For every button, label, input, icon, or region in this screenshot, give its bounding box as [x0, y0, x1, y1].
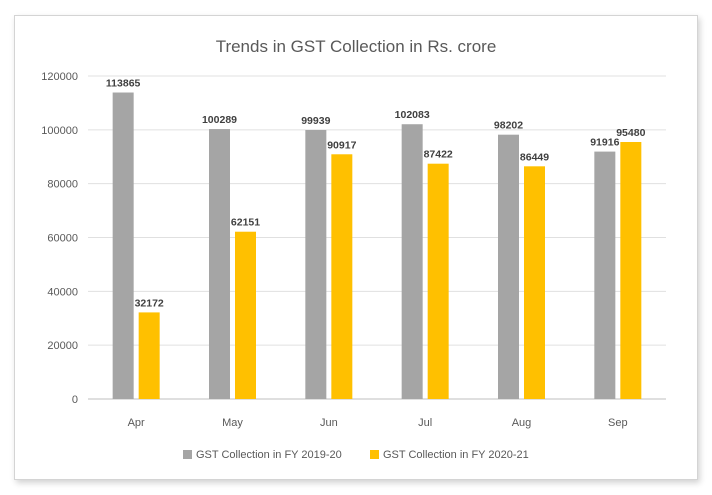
y-tick-label: 60000 [47, 233, 78, 245]
bar-fy2020-21-sep [620, 141, 642, 399]
y-tick-label: 40000 [47, 286, 78, 298]
x-tick-label: Apr [128, 417, 145, 429]
chart-title: Trends in GST Collection in Rs. crore [216, 37, 497, 56]
data-label: 98202 [494, 120, 523, 132]
data-label: 87422 [424, 149, 453, 161]
gridlines [88, 75, 666, 400]
bar-fy2020-21-apr [138, 312, 160, 399]
legend: GST Collection in FY 2019-20 GST Collecti… [183, 449, 529, 461]
x-tick-label: May [222, 417, 243, 429]
data-label: 86449 [520, 151, 549, 163]
bar-fy2019-20-aug [498, 134, 519, 399]
bar-fy2020-21-aug [524, 166, 545, 399]
x-tick-label: Aug [512, 417, 532, 429]
bar-fy2019-20-may [209, 129, 230, 400]
data-label: 95480 [616, 127, 645, 139]
legend-swatch [370, 450, 379, 459]
y-tick-label: 100000 [41, 125, 78, 137]
data-label: 100289 [202, 114, 237, 126]
x-axis: Apr May Jun Jul Aug Sep [128, 417, 628, 429]
y-axis: 0 20000 40000 60000 80000 100000 120000 [41, 71, 78, 406]
data-label: 91916 [590, 137, 619, 149]
y-tick-label: 80000 [47, 179, 78, 191]
bar-fy2020-21-may [235, 231, 256, 399]
y-tick-label: 20000 [47, 340, 78, 352]
data-label: 102083 [395, 109, 430, 121]
y-tick-label: 120000 [41, 71, 78, 83]
bar-fy2020-21-jun [331, 154, 353, 399]
bar-fy2019-20-jul [401, 124, 423, 399]
data-label: 113865 [106, 78, 141, 90]
bar-fy2020-21-jul [427, 163, 449, 399]
legend-swatch [183, 450, 192, 459]
bar-fy2019-20-jun [305, 129, 327, 399]
bar-fy2019-20-apr [112, 92, 134, 400]
y-tick-label: 0 [72, 394, 78, 406]
bars [112, 92, 642, 400]
legend-label: GST Collection in FY 2020-21 [383, 449, 529, 461]
data-label: 90917 [327, 139, 356, 151]
legend-label: GST Collection in FY 2019-20 [196, 449, 342, 461]
data-labels: 113865 32172 100289 62151 99939 90917 102083 87… [106, 78, 646, 310]
x-tick-label: Jul [418, 417, 432, 429]
x-tick-label: Sep [608, 417, 628, 429]
data-label: 99939 [301, 115, 330, 127]
bar-fy2019-20-sep [594, 151, 616, 399]
data-label: 62151 [231, 217, 260, 229]
data-label: 32172 [135, 297, 164, 309]
x-tick-label: Jun [320, 417, 338, 429]
